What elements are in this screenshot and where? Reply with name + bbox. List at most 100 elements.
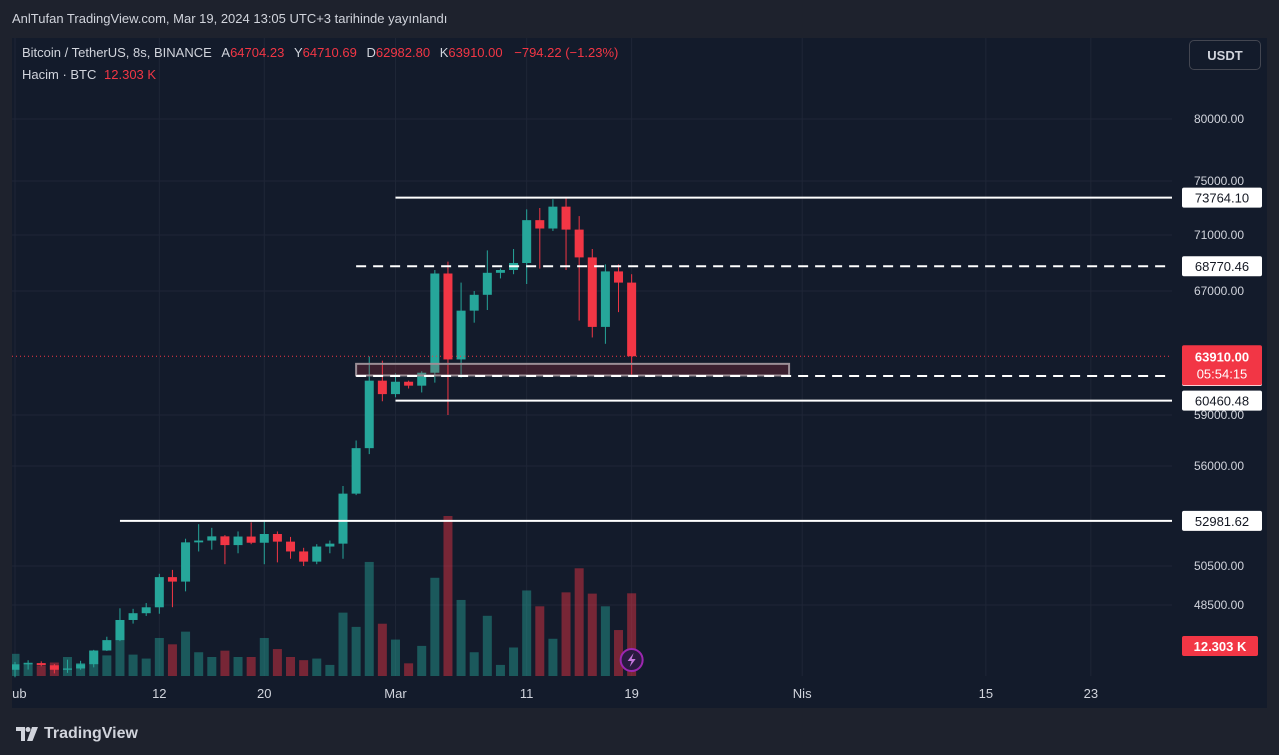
tradingview-brand[interactable]: TradingView	[16, 725, 138, 743]
volume-bar[interactable]	[141, 658, 151, 676]
volume-bar[interactable]	[587, 593, 597, 676]
volume-bar[interactable]	[194, 652, 204, 676]
volume-bar[interactable]	[220, 650, 230, 676]
candle-body[interactable]	[36, 663, 46, 666]
candle-body[interactable]	[430, 273, 440, 373]
candle-body[interactable]	[49, 665, 59, 670]
candle-body[interactable]	[600, 271, 610, 327]
volume-bar[interactable]	[469, 652, 479, 676]
candle-body[interactable]	[272, 534, 282, 542]
volume-bar[interactable]	[561, 592, 571, 676]
candle-body[interactable]	[377, 380, 387, 395]
candle-body[interactable]	[627, 282, 637, 357]
candle-body[interactable]	[141, 607, 151, 614]
volume-bar[interactable]	[351, 626, 361, 676]
candle-body[interactable]	[338, 493, 348, 544]
candle-body[interactable]	[233, 536, 243, 546]
candle-body[interactable]	[286, 541, 296, 552]
candle-body[interactable]	[561, 206, 571, 230]
volume-bar[interactable]	[548, 638, 558, 676]
volume-bar[interactable]	[338, 612, 348, 676]
candle-body[interactable]	[443, 273, 453, 360]
volume-bar[interactable]	[233, 656, 243, 676]
level-price-tag	[1182, 187, 1262, 208]
volume-bar[interactable]	[522, 590, 532, 676]
candle-body[interactable]	[220, 536, 230, 546]
candlestick-chart[interactable]: 80000.00 75000.00 71000.00 67000.00 59000.00…	[12, 38, 1267, 708]
volume-bar[interactable]	[417, 645, 427, 676]
candle-body[interactable]	[12, 664, 20, 670]
volume-bar[interactable]	[495, 664, 505, 676]
volume-bar[interactable]	[390, 639, 400, 676]
volume-bar[interactable]	[574, 568, 584, 676]
candle-body[interactable]	[417, 372, 427, 386]
volume-legend: Hacim · BTC 12.303 K	[22, 67, 156, 82]
volume-bar[interactable]	[128, 654, 138, 676]
candle-body[interactable]	[299, 551, 309, 562]
volume-bar[interactable]	[167, 644, 177, 676]
volume-bar[interactable]	[430, 577, 440, 676]
candle-body[interactable]	[469, 294, 479, 311]
candle-body[interactable]	[325, 543, 335, 547]
candle-body[interactable]	[102, 640, 112, 651]
volume-bar[interactable]	[364, 561, 374, 676]
candle-body[interactable]	[404, 381, 414, 386]
volume-bar[interactable]	[154, 637, 164, 676]
candle-body[interactable]	[89, 650, 99, 665]
volume-bar[interactable]	[36, 666, 46, 676]
candle-body[interactable]	[23, 663, 33, 665]
candle-body[interactable]	[62, 668, 72, 670]
candle-body[interactable]	[495, 270, 505, 273]
candle-body[interactable]	[456, 310, 466, 360]
candle-body[interactable]	[535, 220, 545, 229]
candle-body[interactable]	[115, 619, 125, 641]
volume-bar[interactable]	[482, 615, 492, 676]
volume-bar[interactable]	[325, 664, 335, 676]
candle-body[interactable]	[194, 540, 204, 543]
candle-body[interactable]	[167, 577, 177, 582]
symbol-title[interactable]: Bitcoin / TetherUS, 8s, BINANCE	[22, 45, 212, 60]
volume-bar[interactable]	[259, 637, 269, 676]
volume-bar[interactable]	[207, 656, 217, 676]
candle-body[interactable]	[181, 542, 191, 582]
candle-body[interactable]	[522, 220, 532, 263]
volume-bar[interactable]	[614, 630, 624, 676]
volume-bar[interactable]	[600, 606, 610, 676]
candle-body[interactable]	[351, 448, 361, 494]
chart-area[interactable]: 80000.00 75000.00 71000.00 67000.00 59000.00…	[12, 38, 1267, 708]
volume-bar[interactable]	[115, 628, 125, 676]
candle-body[interactable]	[259, 534, 269, 543]
candle-body[interactable]	[364, 380, 374, 449]
volume-bar[interactable]	[456, 599, 466, 676]
candle-body[interactable]	[246, 536, 256, 543]
candle-body[interactable]	[548, 206, 558, 229]
volume-bar[interactable]	[312, 658, 322, 676]
volume-bar[interactable]	[535, 606, 545, 676]
volume-bar[interactable]	[377, 623, 387, 676]
volume-bar[interactable]	[509, 647, 519, 676]
candle-body[interactable]	[482, 272, 492, 295]
candle-body[interactable]	[574, 229, 584, 258]
candle-body[interactable]	[390, 381, 400, 395]
volume-bar[interactable]	[181, 631, 191, 676]
volume-label[interactable]: Hacim · BTC	[22, 67, 97, 82]
currency-button[interactable]: USDT	[1189, 40, 1261, 70]
volume-bar[interactable]	[443, 516, 453, 676]
time-axis-label: 12	[152, 686, 166, 701]
current-price-label: 63910.00	[1195, 349, 1249, 364]
candle-body[interactable]	[76, 664, 86, 669]
support-zone-rectangle[interactable]	[355, 362, 791, 377]
volume-bar[interactable]	[272, 649, 282, 676]
candle-body[interactable]	[614, 271, 624, 283]
volume-bar[interactable]	[102, 655, 112, 676]
candle-body[interactable]	[207, 536, 217, 541]
volume-bar[interactable]	[286, 656, 296, 676]
candle-body[interactable]	[128, 613, 138, 620]
volume-bar[interactable]	[299, 660, 309, 676]
candle-body[interactable]	[587, 257, 597, 327]
volume-bar[interactable]	[246, 656, 256, 676]
volume-bar[interactable]	[404, 663, 414, 676]
volume-bar[interactable]	[627, 593, 637, 676]
candle-body[interactable]	[154, 577, 164, 608]
candle-body[interactable]	[312, 546, 322, 562]
